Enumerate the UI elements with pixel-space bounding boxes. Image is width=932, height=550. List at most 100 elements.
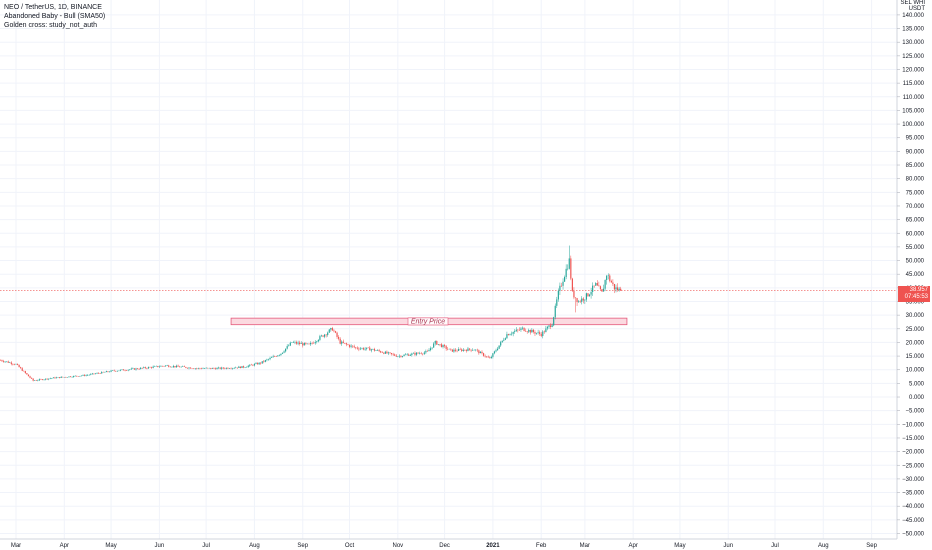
candle-body <box>79 375 81 377</box>
candle-body <box>40 379 42 380</box>
candle-body <box>211 367 213 369</box>
candle-body <box>573 290 575 298</box>
indicator-golden-cross[interactable]: Golden cross: study_not_auth <box>4 22 98 29</box>
candle-body <box>77 376 79 377</box>
candle-body <box>445 346 447 349</box>
candle-body <box>108 371 111 373</box>
candle-body <box>60 376 62 378</box>
candle-body <box>437 344 439 345</box>
indicator-abandoned-baby[interactable]: Abandoned Baby - Bull (SMA50) <box>4 13 106 20</box>
candle-body <box>27 374 30 377</box>
candle-body <box>400 355 402 357</box>
price-tick-label: 5.000 <box>909 381 925 387</box>
entry-price-zone[interactable]: Entry Price <box>230 317 628 326</box>
candle-body <box>420 353 422 354</box>
candle-body <box>143 367 145 369</box>
candle-body <box>520 328 522 331</box>
entry-price-label-bg <box>407 317 449 326</box>
time-tick-label: Jun <box>155 543 165 549</box>
price-tick-label: 65.000 <box>906 218 925 224</box>
candle-body <box>459 349 461 350</box>
candle-body <box>369 347 371 351</box>
candle-body <box>288 345 290 347</box>
candle-body <box>465 350 468 352</box>
currency-unit: USDT <box>908 6 925 12</box>
price-tick-label: 10.000 <box>906 368 925 374</box>
candle-body <box>431 347 433 349</box>
candle-body <box>408 354 410 356</box>
candle-body <box>216 368 218 370</box>
candle-body <box>121 369 123 370</box>
candle-body <box>372 348 374 350</box>
candle-body <box>456 350 458 352</box>
candle-body <box>299 342 301 345</box>
price-tick-label: 135.000 <box>902 27 924 33</box>
candle-body <box>618 288 620 291</box>
candle-body <box>381 352 383 353</box>
chart-legend: NEO / TetherUS, 1D, BINANCE Abandoned Ba… <box>4 3 105 30</box>
candle-body <box>85 375 87 376</box>
candle-body <box>601 289 603 292</box>
candle-body <box>45 378 47 380</box>
candle-body <box>442 345 444 348</box>
candle-body <box>175 365 178 368</box>
time-tick-label: Sep <box>297 543 308 549</box>
price-tick-label: 35.000 <box>906 299 925 305</box>
candle-body <box>202 368 204 369</box>
candle-body <box>323 334 326 337</box>
candle-body <box>122 369 125 371</box>
candle-body <box>179 366 181 368</box>
candle-body <box>582 298 584 301</box>
candle-body <box>537 332 539 333</box>
candle-body <box>339 338 341 344</box>
candle-body <box>256 363 259 365</box>
candle-body <box>579 301 581 302</box>
candle-body <box>386 351 388 354</box>
candle-body <box>260 362 262 364</box>
candle-body <box>585 293 588 300</box>
bar-countdown: 07:45:53 <box>904 293 928 300</box>
candle-body <box>490 356 492 359</box>
symbol-title[interactable]: NEO / TetherUS, 1D, BINANCE <box>4 4 102 11</box>
candle-body <box>373 348 376 351</box>
candle-body <box>172 366 175 367</box>
candle-body <box>253 363 256 366</box>
candle-body <box>41 379 44 380</box>
time-tick-label: Aug <box>249 543 260 549</box>
price-tick-label: 60.000 <box>906 231 925 237</box>
candle-body <box>2 361 5 362</box>
candle-body <box>149 367 151 368</box>
candle-body <box>506 334 508 339</box>
candle-body <box>525 330 527 332</box>
candle-body <box>49 378 51 379</box>
candle-body <box>559 285 561 291</box>
candle-body <box>83 374 86 376</box>
candle-body <box>136 368 139 370</box>
candle-body <box>620 288 622 291</box>
candle-body <box>528 329 530 332</box>
currency-label[interactable]: SEL WHI USDT <box>901 0 925 12</box>
price-axis[interactable]: 140.000 135.000 130.000 125.000 120.000 115.0… <box>896 0 932 550</box>
candle-body <box>55 377 58 379</box>
candle-body <box>16 363 19 365</box>
candle-body <box>186 367 189 369</box>
candle-body <box>29 376 31 378</box>
candle-body <box>225 367 227 369</box>
candle-body <box>447 348 449 350</box>
time-axis[interactable]: Mar Apr May Jun Jul Aug Sep Oct Nov Dec 2021 Feb Mar… <box>0 538 897 549</box>
price-tick-label: 75.000 <box>906 190 925 196</box>
candle-body <box>30 377 33 379</box>
candle-body <box>171 366 173 368</box>
candle-body <box>258 362 260 365</box>
candle-body <box>244 367 246 368</box>
candle-body <box>462 349 464 351</box>
candle-body <box>375 350 377 351</box>
candle-body <box>609 275 611 281</box>
candle-body <box>356 347 358 349</box>
candle-body <box>294 342 296 343</box>
candle-body <box>481 351 483 354</box>
candle-body <box>565 268 567 277</box>
candle-body <box>269 357 271 360</box>
candle-body <box>161 365 164 367</box>
